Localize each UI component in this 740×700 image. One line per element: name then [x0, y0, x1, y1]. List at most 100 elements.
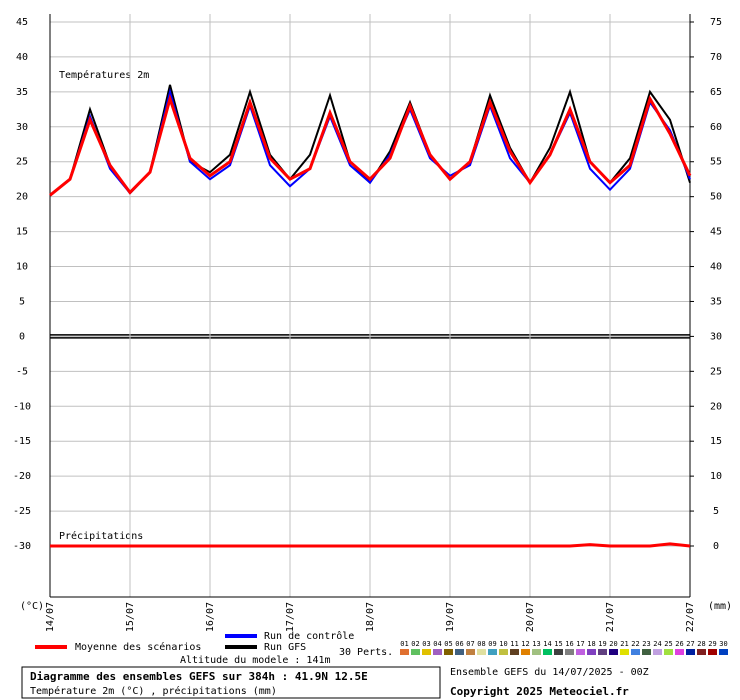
pert-swatch: [499, 649, 508, 655]
x-tick-label: 22/07: [685, 602, 696, 632]
copyright: Copyright 2025 Meteociel.fr: [450, 685, 629, 698]
pert-swatch: [411, 649, 420, 655]
y2-tick-label: 65: [710, 87, 722, 98]
y-tick-label: 0: [19, 331, 25, 342]
pert-label: 25: [664, 640, 672, 648]
pert-swatch: [466, 649, 475, 655]
pert-label: 03: [422, 640, 430, 648]
y-tick-label: -25: [13, 506, 31, 517]
y-tick-label: -20: [13, 471, 31, 482]
run-info: Ensemble GEFS du 14/07/2025 - 00Z: [450, 667, 649, 678]
pert-swatch: [664, 649, 673, 655]
y-tick-label: 30: [16, 122, 28, 133]
y2-tick-label: 30: [710, 331, 722, 342]
pert-swatch: [576, 649, 585, 655]
pert-swatch: [554, 649, 563, 655]
pert-label: 10: [499, 640, 507, 648]
pert-swatch: [719, 649, 728, 655]
pert-swatch: [488, 649, 497, 655]
altitude: Altitude du modele : 141m: [180, 655, 331, 666]
pert-swatch: [543, 649, 552, 655]
pert-swatch: [433, 649, 442, 655]
y2-tick-label: 40: [710, 262, 722, 273]
y-unit: (°C): [20, 601, 44, 612]
pert-label: 27: [686, 640, 694, 648]
title-box: [21, 666, 441, 699]
pert-label: 23: [642, 640, 650, 648]
pert-label: 06: [455, 640, 463, 648]
pert-swatch: [609, 649, 618, 655]
y2-unit: (mm): [708, 601, 732, 612]
y2-tick-label: 0: [713, 541, 719, 552]
pert-swatch: [455, 649, 464, 655]
pert-label: 09: [488, 640, 496, 648]
series-line: [50, 542, 691, 548]
pert-swatch: [708, 649, 717, 655]
x-tick-label: 19/07: [445, 602, 456, 632]
y-tick-label: 40: [16, 52, 28, 63]
legend-label: Run GFS: [264, 642, 306, 653]
y2-tick-label: 10: [710, 471, 722, 482]
pert-swatch: [642, 649, 651, 655]
pert-label: 07: [466, 640, 474, 648]
pert-label: 15: [554, 640, 562, 648]
pert-label: 17: [576, 640, 584, 648]
pert-label: 12: [521, 640, 529, 648]
pert-swatch: [444, 649, 453, 655]
y-tick-label: 15: [16, 227, 28, 238]
pert-label: 05: [444, 640, 452, 648]
pert-label: 22: [631, 640, 639, 648]
y2-tick-label: 55: [710, 157, 722, 168]
pert-swatch: [565, 649, 574, 655]
y2-tick-label: 5: [713, 506, 719, 517]
pert-label: 16: [565, 640, 573, 648]
y-tick-label: -5: [16, 366, 28, 377]
y2-tick-label: 45: [710, 227, 722, 238]
pert-swatch: [400, 649, 409, 655]
pert-swatch: [675, 649, 684, 655]
y-tick-label: 45: [16, 17, 28, 28]
pert-label: 24: [653, 640, 661, 648]
pert-swatch: [521, 649, 530, 655]
pert-label: 28: [697, 640, 705, 648]
pert-swatch: [697, 649, 706, 655]
pert-label: 18: [587, 640, 595, 648]
y-tick-label: 25: [16, 157, 28, 168]
chart-subtitle: Température 2m (°C) , précipitations (mm…: [30, 685, 277, 697]
y-tick-label: -30: [13, 541, 31, 552]
precip-label: Précipitations: [59, 530, 143, 542]
pert-label: 21: [620, 640, 628, 648]
pert-label: 13: [532, 640, 540, 648]
x-tick-label: 17/07: [285, 602, 296, 632]
y-tick-label: 35: [16, 87, 28, 98]
y2-tick-label: 50: [710, 192, 722, 203]
y-tick-label: -10: [13, 401, 31, 412]
pert-label: 02: [411, 640, 419, 648]
pert-label: 26: [675, 640, 683, 648]
y2-tick-label: 35: [710, 296, 722, 307]
pert-label: 29: [708, 640, 716, 648]
y2-tick-label: 25: [710, 366, 722, 377]
pert-swatch: [653, 649, 662, 655]
x-tick-label: 18/07: [365, 602, 376, 632]
y-tick-label: 20: [16, 192, 28, 203]
pert-swatch: [510, 649, 519, 655]
y-tick-label: 5: [19, 296, 25, 307]
pert-label: 01: [400, 640, 408, 648]
y-tick-label: -15: [13, 436, 31, 447]
pert-label: 08: [477, 640, 485, 648]
pert-swatch: [587, 649, 596, 655]
pert-swatch: [532, 649, 541, 655]
legend-label: Moyenne des scénarios: [75, 641, 201, 653]
perts-label: 30 Perts.: [339, 647, 393, 658]
chart-title: Diagramme des ensembles GEFS sur 384h : …: [30, 670, 368, 683]
x-tick-label: 20/07: [525, 602, 536, 632]
pert-label: 14: [543, 640, 551, 648]
x-tick-label: 15/07: [125, 602, 136, 632]
pert-label: 19: [598, 640, 606, 648]
y-tick-label: 10: [16, 262, 28, 273]
pert-swatch: [686, 649, 695, 655]
series-line: [49, 93, 692, 197]
y2-tick-label: 15: [710, 436, 722, 447]
